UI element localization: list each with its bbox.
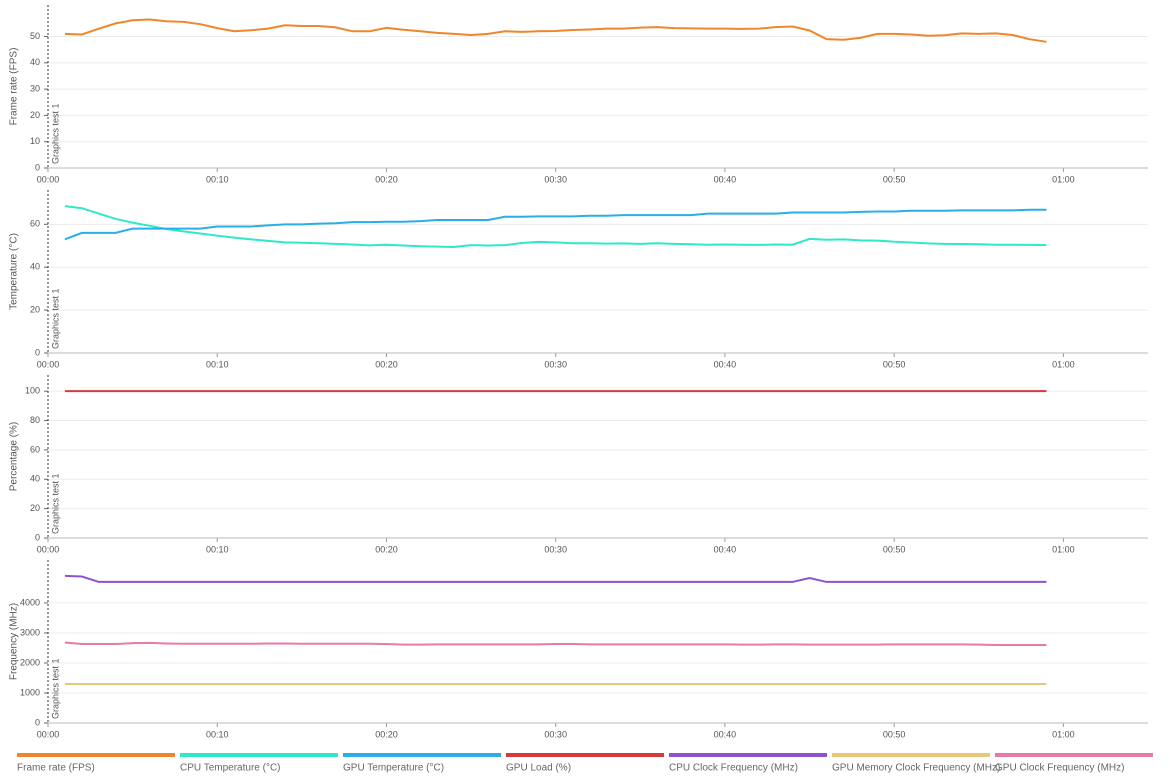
y-tick-label: 0 [35, 532, 40, 542]
y-tick-label: 1000 [20, 687, 40, 697]
legend-swatch [832, 753, 990, 757]
y-tick-label: 30 [30, 84, 40, 94]
x-tick-label: 00:10 [206, 174, 229, 184]
legend-label: CPU Clock Frequency (MHz) [669, 763, 798, 774]
x-tick-label: 01:00 [1052, 359, 1075, 369]
legend-swatch [180, 753, 338, 757]
legend-swatch [17, 753, 175, 757]
y-tick-label: 80 [30, 415, 40, 425]
y-tick-label: 60 [30, 444, 40, 454]
legend-swatch [506, 753, 664, 757]
x-tick-label: 00:30 [544, 359, 567, 369]
y-tick-label: 100 [25, 386, 40, 396]
x-tick-label: 00:00 [37, 544, 60, 554]
legend-label: CPU Temperature (°C) [180, 763, 281, 774]
annotation: Graphics test 1 [50, 658, 60, 719]
x-tick-label: 00:40 [714, 359, 737, 369]
series-line [64, 18, 1047, 43]
series-line [64, 574, 1047, 583]
y-tick-label: 10 [30, 136, 40, 146]
x-tick-label: 00:20 [375, 174, 398, 184]
legend-label: GPU Clock Frequency (MHz) [995, 763, 1124, 774]
y-axis-label: Temperature (°C) [9, 233, 20, 310]
x-tick-label: 00:00 [37, 729, 60, 739]
legend-swatch [343, 753, 501, 757]
legend-label: GPU Load (%) [506, 763, 571, 774]
x-tick-label: 00:20 [375, 544, 398, 554]
x-tick-label: 00:40 [714, 729, 737, 739]
y-tick-label: 20 [30, 503, 40, 513]
x-tick-label: 00:10 [206, 729, 229, 739]
y-tick-label: 40 [30, 262, 40, 272]
x-tick-label: 00:30 [544, 544, 567, 554]
x-tick-label: 00:10 [206, 544, 229, 554]
y-axis-label: Frame rate (FPS) [9, 48, 20, 126]
x-tick-label: 00:00 [37, 174, 60, 184]
x-tick-label: 00:50 [883, 359, 906, 369]
y-axis-label: Frequency (MHz) [9, 603, 20, 680]
legend-label: Frame rate (FPS) [17, 763, 95, 774]
y-tick-label: 60 [30, 219, 40, 229]
x-tick-label: 00:20 [375, 359, 398, 369]
x-tick-label: 01:00 [1052, 729, 1075, 739]
y-axis-label: Percentage (%) [9, 422, 20, 491]
legend-swatch [995, 753, 1153, 757]
legend-label: GPU Temperature (°C) [343, 763, 444, 774]
x-tick-label: 00:20 [375, 729, 398, 739]
y-tick-label: 4000 [20, 597, 40, 607]
y-tick-label: 0 [35, 717, 40, 727]
x-tick-label: 00:40 [714, 174, 737, 184]
annotation: Graphics test 1 [50, 473, 60, 534]
series-line [64, 641, 1047, 646]
x-tick-label: 00:30 [544, 729, 567, 739]
y-tick-label: 40 [30, 57, 40, 67]
y-tick-label: 0 [35, 347, 40, 357]
y-tick-label: 50 [30, 31, 40, 41]
x-tick-label: 00:10 [206, 359, 229, 369]
y-tick-label: 3000 [20, 627, 40, 637]
annotation: Graphics test 1 [50, 288, 60, 349]
legend-label: GPU Memory Clock Frequency (MHz) [832, 763, 1000, 774]
y-tick-label: 2000 [20, 657, 40, 667]
x-tick-label: 00:00 [37, 359, 60, 369]
x-tick-label: 00:50 [883, 544, 906, 554]
x-tick-label: 00:40 [714, 544, 737, 554]
legend-swatch [669, 753, 827, 757]
x-tick-label: 00:50 [883, 174, 906, 184]
y-tick-label: 40 [30, 474, 40, 484]
y-tick-label: 0 [35, 162, 40, 172]
y-tick-label: 20 [30, 304, 40, 314]
series-line [64, 205, 1047, 249]
x-tick-label: 01:00 [1052, 174, 1075, 184]
x-tick-label: 00:50 [883, 729, 906, 739]
annotation: Graphics test 1 [50, 103, 60, 164]
series-line [64, 208, 1047, 241]
x-tick-label: 00:30 [544, 174, 567, 184]
y-tick-label: 20 [30, 110, 40, 120]
x-tick-label: 01:00 [1052, 544, 1075, 554]
